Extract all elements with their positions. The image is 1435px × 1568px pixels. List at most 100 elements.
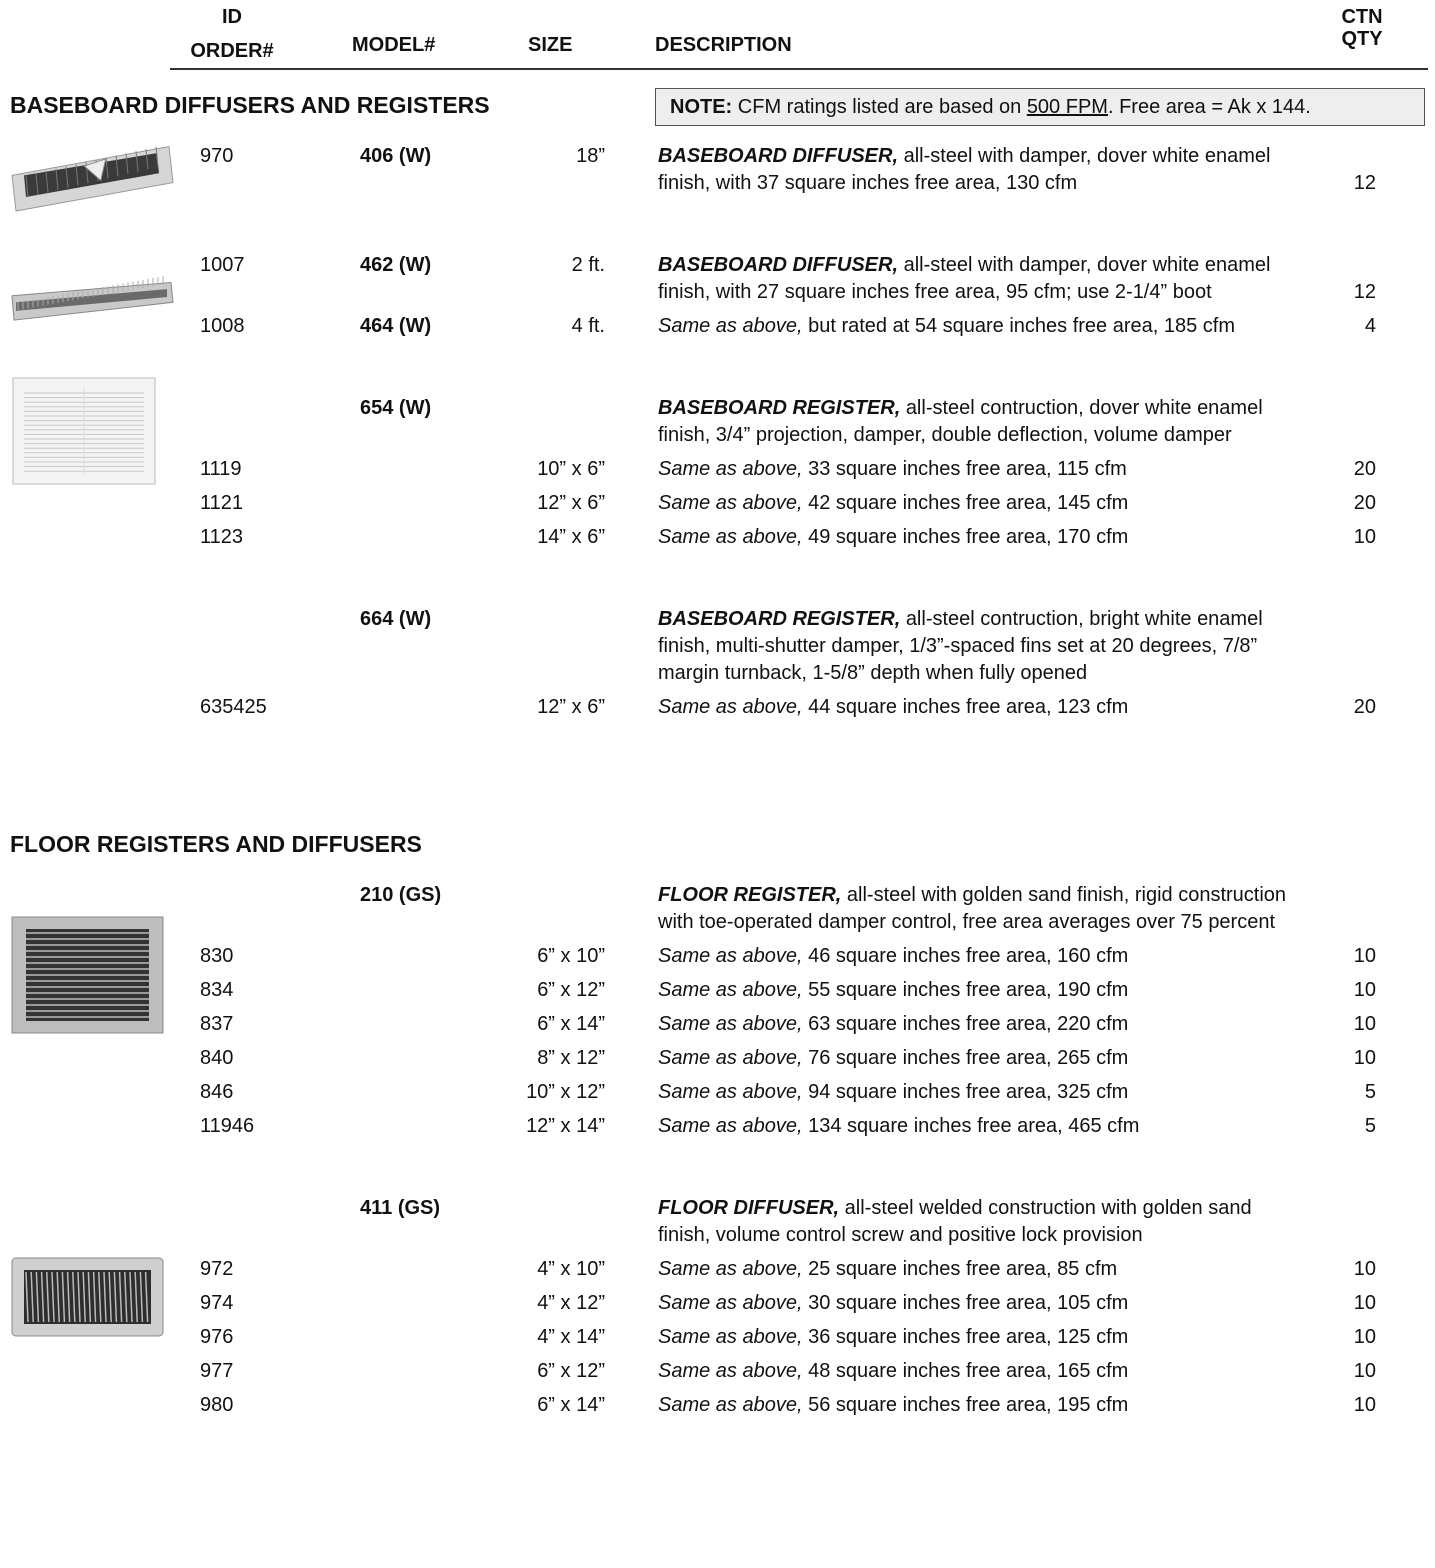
- description: BASEBOARD DIFFUSER, all-steel with dampe…: [658, 252, 1288, 306]
- model-number: 411 (GS): [360, 1197, 441, 1219]
- header-text: ID: [222, 6, 242, 28]
- image-part: [55, 168, 59, 191]
- carton-qty: 20: [1353, 492, 1376, 514]
- image-part: [56, 1271, 60, 1323]
- header-size: SIZE: [528, 34, 573, 56]
- order-number: 977: [200, 1360, 234, 1382]
- order-number: 846: [200, 1081, 234, 1103]
- image-part: [25, 1271, 29, 1323]
- size: 8” x 12”: [537, 1047, 605, 1069]
- header-text: ORDER#: [190, 40, 274, 62]
- description: Same as above, 63 square inches free are…: [658, 1011, 1288, 1038]
- description: Same as above, 55 square inches free are…: [658, 977, 1288, 1004]
- image-part: [115, 155, 119, 177]
- carton-qty: 4: [1364, 315, 1376, 337]
- row: 970 406 (W) 18” BASEBOARD DIFFUSER, all-ste…: [0, 140, 1435, 201]
- carton-qty: 10: [1353, 526, 1376, 548]
- image-part: [113, 1271, 118, 1323]
- description-lead: Same as above,: [658, 979, 803, 1001]
- order-number: 635425: [200, 696, 267, 718]
- image-part: [103, 1271, 107, 1323]
- size: 6” x 10”: [537, 945, 605, 967]
- order-number: 1007: [200, 254, 245, 276]
- description-title: FLOOR REGISTER,: [658, 884, 842, 906]
- description-lead: Same as above,: [658, 1292, 803, 1314]
- note: NOTE: CFM ratings listed are based on 50…: [655, 88, 1425, 126]
- description: Same as above, 56 square inches free are…: [658, 1392, 1288, 1419]
- row: 837 6” x 14” Same as above, 63 square inch…: [0, 1008, 1435, 1042]
- section-title: BASEBOARD DIFFUSERS AND REGISTERS: [10, 92, 490, 118]
- header-rule: [170, 68, 1428, 70]
- description-text: 36 square inches free area, 125 cfm: [808, 1326, 1129, 1348]
- description: Same as above, 49 square inches free are…: [658, 524, 1288, 551]
- description-text: all-steel with damper, dover white ename…: [658, 145, 1271, 194]
- description-text: 44 square inches free area, 123 cfm: [808, 696, 1129, 718]
- description-lead: Same as above,: [658, 1326, 803, 1348]
- description-text: 48 square inches free area, 165 cfm: [808, 1360, 1129, 1382]
- product-image: [11, 916, 164, 1034]
- carton-qty: 10: [1353, 1292, 1376, 1314]
- header-description: DESCRIPTION: [655, 34, 792, 56]
- description-lead: Same as above,: [658, 1013, 803, 1035]
- size: 12” x 6”: [537, 492, 605, 514]
- description-lead: Same as above,: [658, 1047, 803, 1069]
- description-text: 46 square inches free area, 160 cfm: [808, 945, 1129, 967]
- description: Same as above, 76 square inches free are…: [658, 1045, 1288, 1072]
- size: 12” x 14”: [526, 1115, 605, 1137]
- model-number: 664 (W): [360, 608, 432, 630]
- size: 6” x 14”: [537, 1013, 605, 1035]
- order-number: 837: [200, 1013, 234, 1035]
- description-text: but rated at 54 square inches free area,…: [808, 315, 1236, 337]
- row: 1119 10” x 6” Same as above, 33 square inc…: [0, 453, 1435, 487]
- description-lead: Same as above,: [658, 526, 803, 548]
- image-part: [30, 1271, 34, 1323]
- image-part: [61, 1271, 66, 1323]
- order-number: 1119: [200, 458, 242, 480]
- row: 11946 12” x 14” Same as above, 134 square …: [0, 1110, 1435, 1144]
- row: 664 (W) BASEBOARD REGISTER, all-steel con…: [0, 603, 1435, 691]
- product-image: [11, 1257, 164, 1337]
- image-part: [134, 1271, 138, 1323]
- description: Same as above, 30 square inches free are…: [658, 1290, 1288, 1317]
- carton-qty: 20: [1353, 696, 1376, 718]
- size: 4” x 12”: [537, 1292, 605, 1314]
- description-text: 63 square inches free area, 220 cfm: [808, 1013, 1129, 1035]
- carton-qty: 5: [1364, 1081, 1376, 1103]
- row: 834 6” x 12” Same as above, 55 square inch…: [0, 974, 1435, 1008]
- size: 4” x 10”: [537, 1258, 605, 1280]
- row: 846 10” x 12” Same as above, 94 square inc…: [0, 1076, 1435, 1110]
- order-number: 830: [200, 945, 234, 967]
- image-part: [46, 1271, 50, 1323]
- product-image: [11, 146, 174, 212]
- header-qty: CTN QTY: [1330, 6, 1394, 50]
- description-text: all-steel with golden sand finish, rigid…: [658, 884, 1287, 933]
- description-title: FLOOR DIFFUSER,: [658, 1197, 840, 1219]
- image-part: [16, 289, 167, 311]
- description: Same as above, 134 square inches free ar…: [658, 1113, 1288, 1140]
- description-text: 134 square inches free area, 465 cfm: [808, 1115, 1140, 1137]
- image-part: [108, 1271, 112, 1323]
- product-image: [11, 276, 174, 321]
- description-lead: Same as above,: [658, 1258, 803, 1280]
- size: 2 ft.: [571, 254, 605, 276]
- image-part: [105, 157, 109, 179]
- row: 210 (GS) FLOOR REGISTER, all-steel with g…: [0, 879, 1435, 940]
- product-group: 664 (W) BASEBOARD REGISTER, all-steel con…: [0, 603, 1435, 725]
- image-part: [65, 166, 69, 188]
- carton-qty: 10: [1353, 1394, 1376, 1416]
- note-link: 500 FPM: [1026, 96, 1108, 118]
- model-number: 462 (W): [360, 254, 432, 276]
- size: 6” x 12”: [537, 1360, 605, 1382]
- description-title: BASEBOARD DIFFUSER,: [658, 254, 899, 276]
- order-number: 970: [200, 145, 234, 167]
- size: 12” x 6”: [537, 696, 605, 718]
- image-part: [40, 1271, 45, 1323]
- description-lead: Same as above,: [658, 945, 803, 967]
- row: 980 6” x 14” Same as above, 56 square inch…: [0, 1389, 1435, 1423]
- product-group: 654 (W) BASEBOARD REGISTER, all-steel con…: [0, 377, 1435, 555]
- order-number: 1123: [200, 526, 244, 548]
- carton-qty: 12: [1353, 281, 1376, 303]
- carton-qty: 10: [1353, 1047, 1376, 1069]
- image-part: [75, 164, 79, 186]
